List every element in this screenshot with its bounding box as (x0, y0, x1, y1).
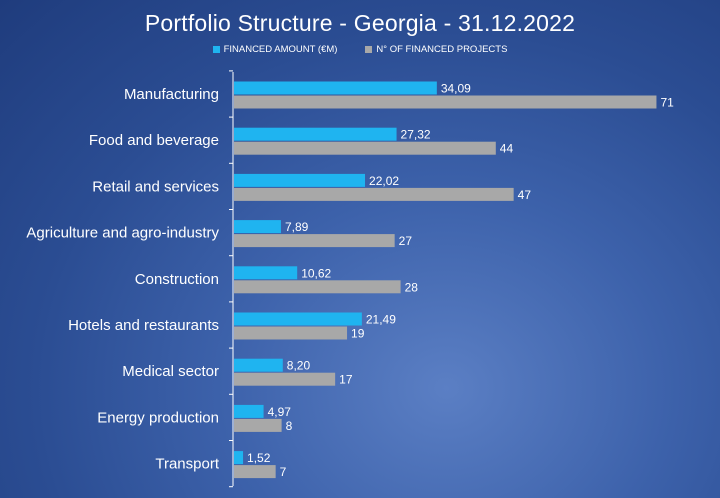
data-label-financed-amount: 22,02 (369, 174, 399, 188)
data-label-financed-projects: 44 (500, 142, 514, 156)
data-label-financed-amount: 8,20 (287, 359, 311, 373)
bar-financed-projects (234, 418, 282, 432)
bar-financed-projects (234, 280, 401, 294)
legend-swatch-amount (212, 46, 220, 53)
data-label-financed-amount: 10,62 (301, 266, 331, 280)
data-label-financed-projects: 17 (339, 373, 353, 387)
data-label-financed-projects: 7 (280, 465, 287, 479)
data-label-financed-amount: 21,49 (366, 313, 396, 327)
bar-financed-projects (234, 234, 395, 248)
legend-swatch-projects (365, 46, 373, 53)
bar-financed-projects (234, 187, 514, 201)
data-label-financed-projects: 27 (399, 234, 413, 248)
category-label: Energy production (97, 409, 219, 426)
bar-financed-amount (234, 451, 244, 465)
category-label: Medical sector (122, 363, 219, 380)
bar-financed-amount (234, 358, 283, 372)
bar-financed-amount (234, 220, 281, 234)
data-label-financed-projects: 19 (351, 327, 365, 341)
legend-item-projects: N° OF FINANCED PROJECTS (365, 44, 507, 55)
data-label-financed-projects: 71 (660, 96, 674, 110)
data-label-financed-projects: 47 (518, 188, 532, 202)
bar-financed-projects (234, 95, 657, 109)
category-label: Transport (155, 456, 219, 473)
chart-title: Portfolio Structure - Georgia - 31.12.20… (144, 10, 576, 36)
data-label-financed-amount: 27,32 (401, 128, 431, 142)
category-label: Manufacturing (124, 86, 219, 103)
category-label: Food and beverage (89, 132, 219, 149)
bar-financed-projects (234, 372, 336, 386)
data-label-financed-projects: 28 (405, 280, 419, 294)
bar-financed-amount (234, 127, 397, 141)
bar-financed-amount (234, 404, 264, 418)
data-label-financed-amount: 34,09 (441, 82, 471, 96)
legend-label-projects: N° OF FINANCED PROJECTS (376, 44, 508, 55)
legend-label-amount: FINANCED AMOUNT (€M) (223, 44, 338, 55)
data-label-financed-projects: 8 (286, 419, 293, 433)
data-label-financed-amount: 7,89 (285, 220, 309, 234)
bar-financed-amount (234, 173, 366, 187)
legend-item-amount: FINANCED AMOUNT (€M) (212, 44, 338, 55)
category-label: Agriculture and agro-industry (26, 225, 219, 242)
bar-financed-projects (234, 465, 276, 479)
bar-financed-amount (234, 81, 437, 95)
category-label: Construction (135, 271, 219, 288)
data-label-financed-amount: 4,97 (268, 405, 292, 419)
bar-financed-amount (234, 266, 298, 280)
bar-financed-amount (234, 312, 362, 326)
data-label-financed-amount: 1,52 (247, 451, 271, 465)
chart-legend: FINANCED AMOUNT (€M) N° OF FINANCED PROJ… (0, 44, 720, 55)
category-label: Hotels and restaurants (68, 317, 219, 334)
category-label: Retail and services (92, 178, 219, 195)
bar-financed-projects (234, 141, 496, 155)
bar-financed-projects (234, 326, 348, 340)
